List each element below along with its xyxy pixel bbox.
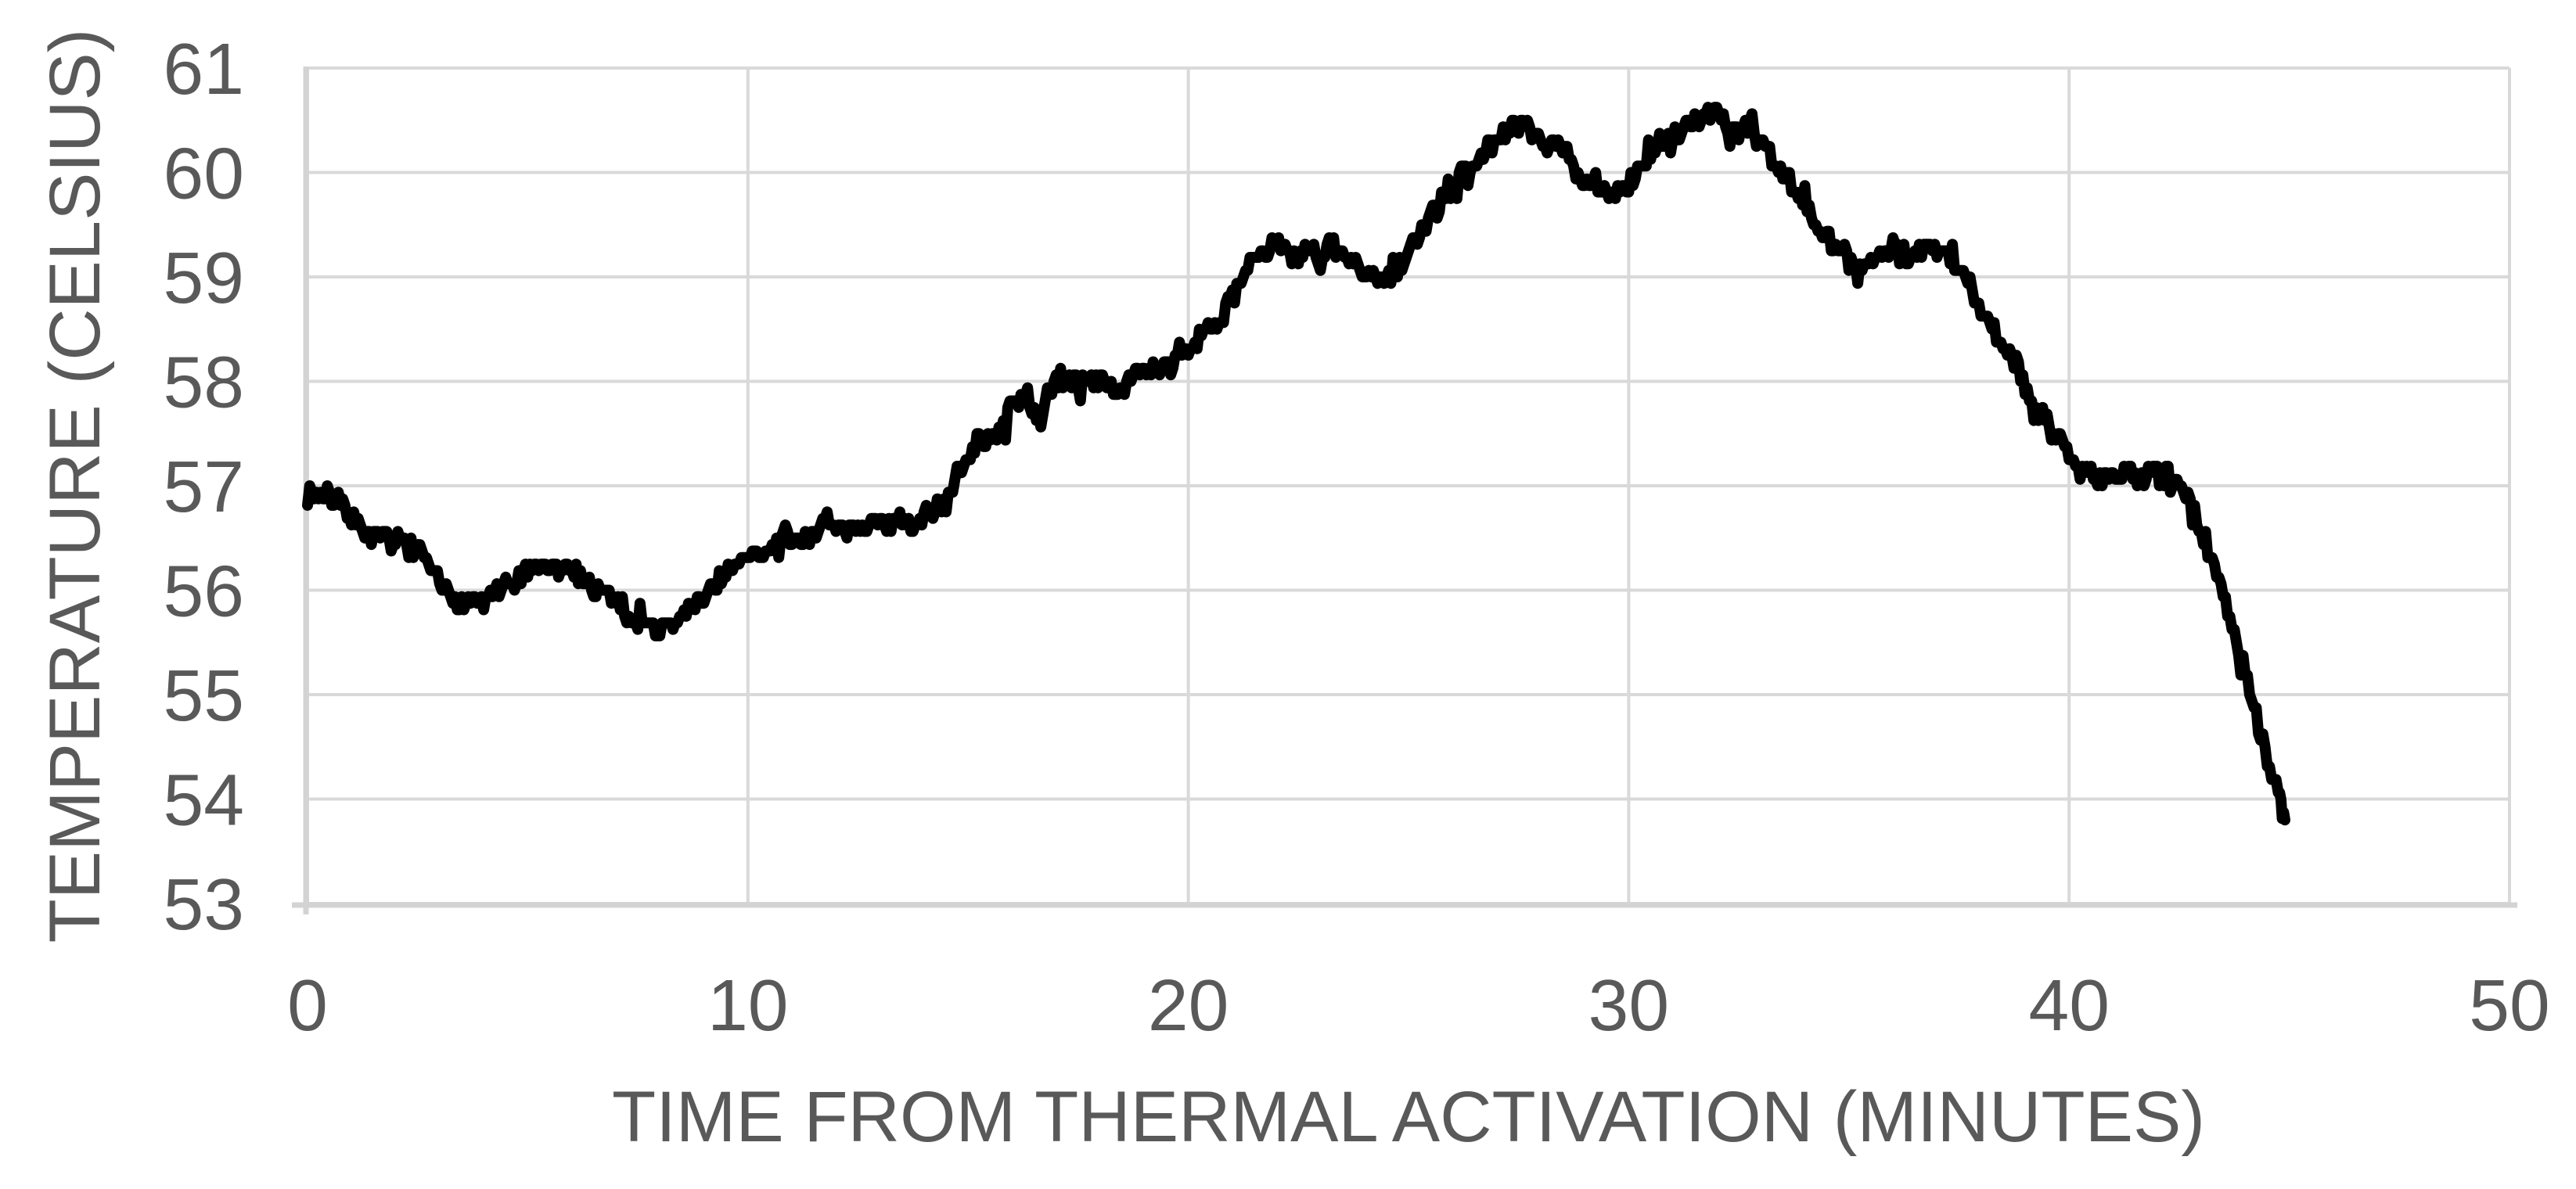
x-tick-label: 10 xyxy=(707,964,788,1046)
y-tick-label: 59 xyxy=(164,237,244,318)
y-tick-label: 56 xyxy=(164,551,244,632)
y-tick-label: 58 xyxy=(164,342,244,423)
x-axis-title: TIME FROM THERMAL ACTIVATION (MINUTES) xyxy=(612,1077,2205,1157)
x-tick-label: 20 xyxy=(1148,964,1229,1046)
y-tick-label: 54 xyxy=(164,760,244,841)
y-tick-label: 61 xyxy=(164,28,244,110)
y-tick-label: 60 xyxy=(164,133,244,214)
y-tick-label: 57 xyxy=(164,446,244,527)
y-tick-label: 53 xyxy=(164,864,244,945)
x-tick-label: 40 xyxy=(2028,964,2109,1046)
x-tick-label: 50 xyxy=(2469,964,2549,1046)
y-tick-label: 55 xyxy=(164,655,244,736)
x-tick-label: 30 xyxy=(1588,964,1669,1046)
x-tick-label: 0 xyxy=(287,964,328,1046)
y-axis-title: TEMPERATURE (CELSIUS) xyxy=(35,28,115,943)
temperature-series-line xyxy=(302,102,2290,826)
